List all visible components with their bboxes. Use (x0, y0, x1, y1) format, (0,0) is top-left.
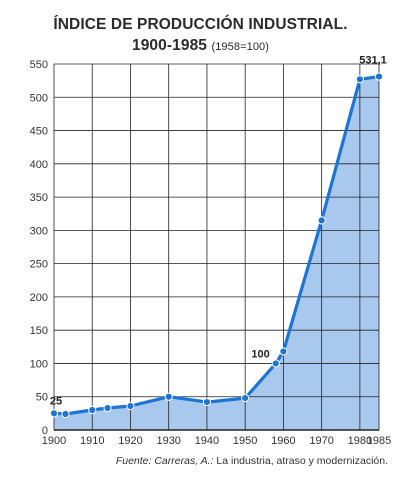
data-point-1950 (241, 393, 250, 403)
data-label-1985: 531,1 (359, 55, 387, 67)
chart-title: ÍNDICE DE PRODUCCIÓN INDUSTRIAL. 1900-19… (0, 14, 401, 58)
x-tick-label-1985: 1985 (367, 435, 391, 447)
data-point-1970 (317, 216, 326, 225)
series-area (54, 76, 379, 430)
x-tick-label-1960: 1960 (271, 435, 295, 447)
data-point-1940 (202, 397, 212, 407)
y-tick-label-350: 350 (30, 192, 48, 204)
data-point-1900 (49, 409, 59, 418)
y-tick-label-500: 500 (30, 92, 48, 104)
y-tick-label-150: 150 (30, 325, 48, 337)
x-tick-label-1940: 1940 (195, 435, 219, 447)
data-point-1930 (164, 392, 173, 401)
chart-subtitle-note: (1958=100) (211, 41, 270, 53)
x-tick-label-1900: 1900 (42, 435, 66, 447)
y-tick-label-250: 250 (30, 259, 48, 271)
source-author: Fuente: Carreras, A.: (115, 455, 214, 467)
x-tick-label-1970: 1970 (309, 435, 333, 447)
y-tick-label-450: 450 (30, 126, 48, 138)
chart-subtitle: 1900-1985 (131, 37, 208, 54)
chart-title-line1: ÍNDICE DE PRODUCCIÓN INDUSTRIAL. (53, 16, 348, 33)
data-point-1958 (271, 359, 280, 368)
x-tick-label-1930: 1930 (156, 435, 180, 447)
y-tick-label-550: 550 (30, 59, 48, 71)
data-point-1960 (279, 347, 288, 356)
data-point-1985 (374, 72, 384, 81)
source-work: La industria, atraso y modernización. (216, 455, 388, 467)
y-tick-label-200: 200 (30, 292, 48, 304)
y-tick-label-100: 100 (30, 358, 48, 370)
y-tick-label-0: 0 (42, 425, 48, 437)
source-note: Fuente: Carreras, A.: La industria, atra… (0, 455, 388, 467)
data-label-1958: 100 (251, 348, 269, 360)
y-tick-label-400: 400 (30, 159, 48, 171)
data-point-1980 (355, 75, 364, 84)
data-point-1914 (103, 403, 112, 413)
x-tick-label-1980: 1980 (348, 435, 372, 447)
data-point-1920 (126, 401, 135, 411)
x-tick-label-1920: 1920 (118, 435, 142, 447)
chart-title-line2: 1900-1985 (1958=100) (0, 35, 401, 58)
data-label-1900: 25 (50, 395, 62, 407)
data-point-1910 (88, 405, 97, 415)
data-point-1903 (61, 409, 70, 419)
y-tick-label-300: 300 (30, 225, 48, 237)
x-tick-label-1910: 1910 (80, 435, 104, 447)
x-tick-label-1950: 1950 (233, 435, 257, 447)
y-tick-label-50: 50 (36, 392, 48, 404)
